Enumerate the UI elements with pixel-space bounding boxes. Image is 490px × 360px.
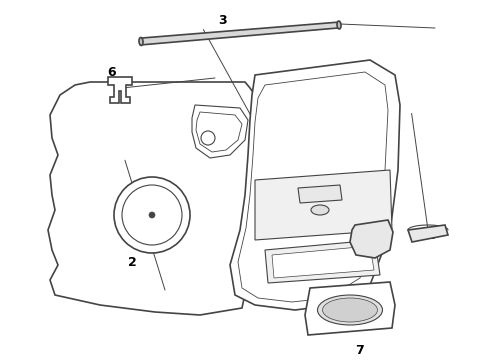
- Text: 7: 7: [356, 343, 365, 356]
- Polygon shape: [350, 220, 393, 258]
- Text: 3: 3: [218, 14, 226, 27]
- Polygon shape: [265, 240, 380, 283]
- Polygon shape: [196, 112, 242, 152]
- Polygon shape: [255, 170, 392, 240]
- Text: 2: 2: [127, 256, 136, 269]
- Ellipse shape: [114, 177, 190, 253]
- Polygon shape: [408, 225, 448, 242]
- Text: 6: 6: [108, 66, 116, 78]
- Polygon shape: [140, 22, 340, 45]
- Ellipse shape: [337, 21, 341, 29]
- Polygon shape: [48, 82, 260, 315]
- Ellipse shape: [139, 37, 143, 45]
- Polygon shape: [305, 282, 395, 335]
- Ellipse shape: [201, 131, 215, 145]
- Polygon shape: [298, 185, 342, 203]
- Ellipse shape: [149, 212, 155, 218]
- Ellipse shape: [322, 298, 377, 322]
- Polygon shape: [108, 77, 132, 103]
- Text: 1: 1: [295, 166, 304, 179]
- Polygon shape: [230, 60, 400, 310]
- Polygon shape: [192, 105, 248, 158]
- Ellipse shape: [311, 205, 329, 215]
- Ellipse shape: [122, 185, 182, 245]
- Polygon shape: [272, 246, 374, 278]
- Text: 4: 4: [376, 213, 384, 226]
- Ellipse shape: [318, 295, 383, 325]
- Text: 5: 5: [428, 229, 437, 242]
